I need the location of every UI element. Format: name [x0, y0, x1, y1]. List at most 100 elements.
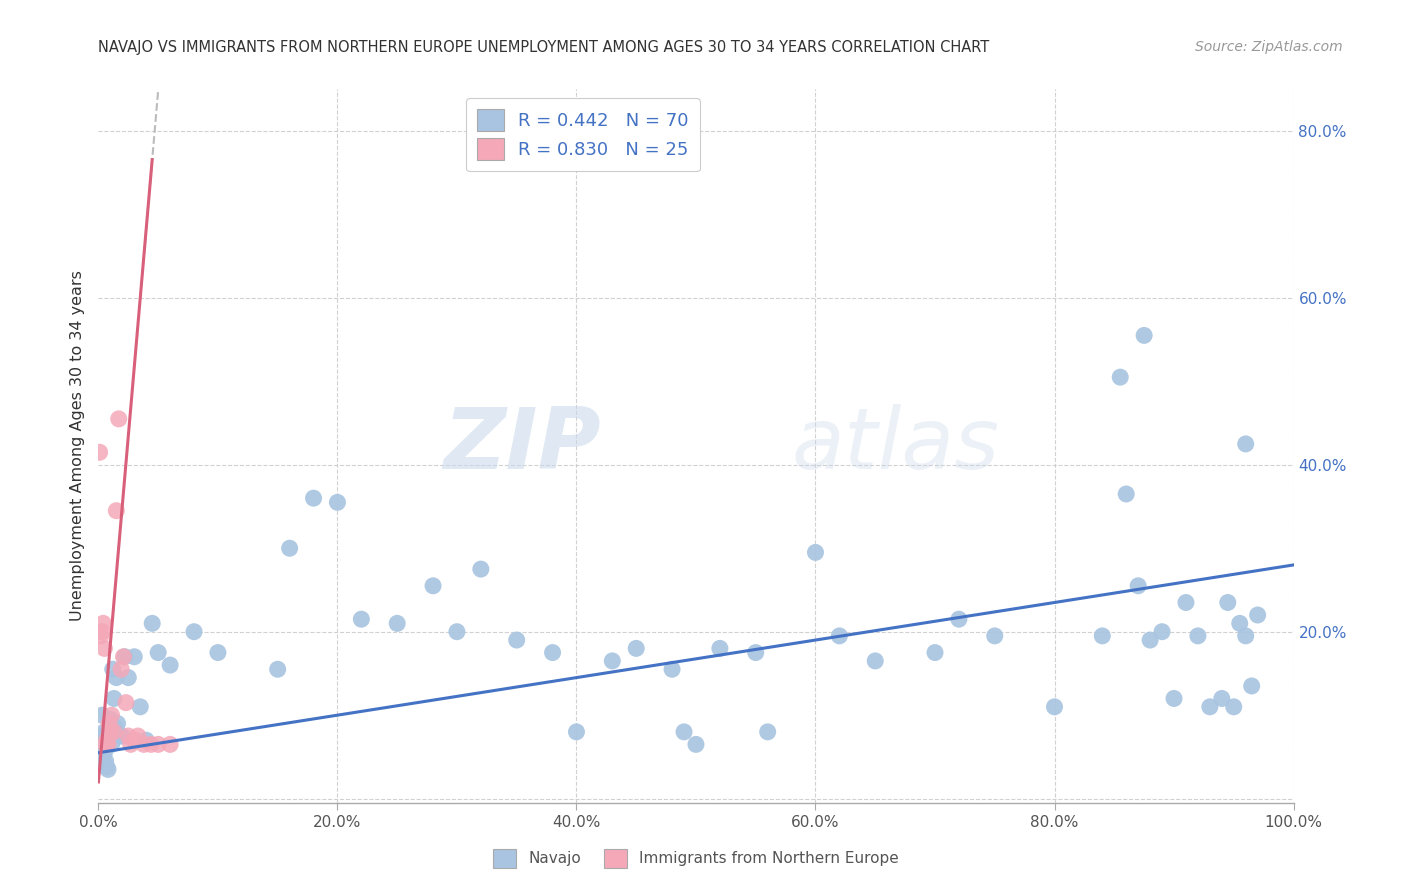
Point	[105, 504, 128, 518]
Point	[865, 654, 887, 668]
Point	[108, 729, 131, 743]
Point	[1229, 616, 1251, 631]
Point	[984, 629, 1007, 643]
Point	[278, 541, 301, 556]
Point	[127, 729, 149, 743]
Point	[91, 616, 114, 631]
Point	[1043, 699, 1066, 714]
Point	[132, 738, 155, 752]
Point	[1091, 629, 1114, 643]
Point	[112, 649, 135, 664]
Point	[626, 641, 648, 656]
Point	[1234, 629, 1257, 643]
Point	[101, 662, 124, 676]
Point	[97, 763, 120, 777]
Point	[1139, 633, 1161, 648]
Point	[422, 579, 444, 593]
Point	[924, 646, 946, 660]
Point	[124, 733, 146, 747]
Point	[183, 624, 205, 639]
Point	[141, 616, 163, 631]
Point	[673, 724, 696, 739]
Point	[107, 412, 129, 426]
Point	[1163, 691, 1185, 706]
Point	[89, 445, 111, 459]
Point	[103, 724, 125, 739]
Point	[111, 729, 134, 743]
Point	[1247, 607, 1270, 622]
Text: Source: ZipAtlas.com: Source: ZipAtlas.com	[1195, 40, 1343, 54]
Point	[385, 616, 409, 631]
Point	[207, 646, 229, 660]
Point	[1211, 691, 1233, 706]
Point	[97, 738, 120, 752]
Legend: Navajo, Immigrants from Northern Europe: Navajo, Immigrants from Northern Europe	[486, 843, 905, 873]
Point	[1152, 624, 1174, 639]
Point	[124, 649, 146, 664]
Point	[302, 491, 325, 505]
Point	[107, 716, 129, 731]
Point	[135, 733, 157, 747]
Point	[745, 646, 768, 660]
Point	[104, 721, 127, 735]
Text: atlas: atlas	[792, 404, 1000, 488]
Point	[267, 662, 290, 676]
Point	[94, 754, 117, 768]
Point	[541, 646, 564, 660]
Point	[1240, 679, 1263, 693]
Point	[115, 696, 138, 710]
Point	[685, 738, 707, 752]
Point	[114, 649, 136, 664]
Point	[93, 724, 115, 739]
Point	[103, 691, 125, 706]
Point	[602, 654, 624, 668]
Text: ZIP: ZIP	[443, 404, 600, 488]
Point	[756, 724, 779, 739]
Point	[1115, 487, 1137, 501]
Point	[98, 729, 121, 743]
Point	[139, 738, 162, 752]
Point	[1133, 328, 1156, 343]
Point	[1234, 437, 1257, 451]
Y-axis label: Unemployment Among Ages 30 to 34 years: Unemployment Among Ages 30 to 34 years	[70, 270, 86, 622]
Point	[1223, 699, 1246, 714]
Point	[159, 658, 181, 673]
Point	[1175, 595, 1198, 609]
Point	[148, 646, 170, 660]
Point	[565, 724, 588, 739]
Point	[90, 738, 112, 752]
Point	[446, 624, 468, 639]
Point	[90, 629, 112, 643]
Point	[93, 746, 115, 760]
Point	[120, 738, 142, 752]
Point	[1128, 579, 1150, 593]
Point	[91, 729, 114, 743]
Point	[326, 495, 349, 509]
Point	[1199, 699, 1222, 714]
Point	[1109, 370, 1132, 384]
Point	[804, 545, 827, 559]
Point	[159, 738, 181, 752]
Point	[96, 733, 118, 747]
Point	[94, 738, 117, 752]
Point	[470, 562, 492, 576]
Point	[100, 708, 122, 723]
Point	[110, 662, 132, 676]
Point	[661, 662, 683, 676]
Point	[117, 671, 139, 685]
Point	[105, 671, 128, 685]
Point	[91, 624, 114, 639]
Point	[1216, 595, 1239, 609]
Point	[350, 612, 373, 626]
Text: NAVAJO VS IMMIGRANTS FROM NORTHERN EUROPE UNEMPLOYMENT AMONG AGES 30 TO 34 YEARS: NAVAJO VS IMMIGRANTS FROM NORTHERN EUROP…	[98, 40, 990, 55]
Point	[100, 738, 122, 752]
Point	[96, 760, 118, 774]
Point	[98, 716, 121, 731]
Point	[1187, 629, 1209, 643]
Point	[91, 708, 114, 723]
Point	[93, 641, 115, 656]
Point	[828, 629, 851, 643]
Point	[948, 612, 970, 626]
Point	[129, 699, 152, 714]
Point	[117, 729, 139, 743]
